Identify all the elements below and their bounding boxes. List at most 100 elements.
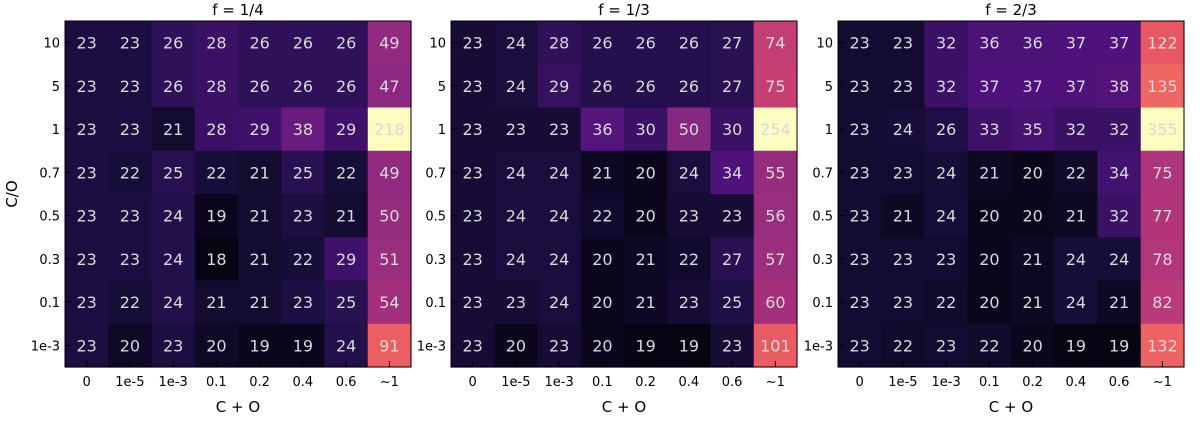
heatmap-cell bbox=[1140, 323, 1185, 368]
heatmap-cell bbox=[537, 194, 582, 238]
heatmap-cell bbox=[451, 150, 495, 195]
heatmap-cell bbox=[281, 323, 326, 368]
cell-value-label: 38 bbox=[293, 120, 313, 139]
cell-value-label: 22 bbox=[120, 293, 140, 312]
heatmap-cell bbox=[65, 323, 109, 368]
heatmap-cell bbox=[367, 107, 412, 152]
cell-value-label: 23 bbox=[76, 250, 96, 269]
cell-value-label: 23 bbox=[893, 34, 913, 53]
x-tick-label: 1e-5 bbox=[115, 375, 144, 390]
heatmap-cell bbox=[281, 280, 326, 325]
heatmap-cell bbox=[753, 107, 798, 152]
y-tick-label: 0.1 bbox=[425, 296, 446, 311]
cell-value-label: 24 bbox=[936, 163, 956, 182]
heatmap-cell bbox=[667, 21, 712, 65]
heatmap-cell bbox=[108, 64, 153, 109]
heatmap-cell bbox=[108, 280, 153, 325]
cell-value-label: 23 bbox=[120, 120, 140, 139]
x-tick-label: 0.1 bbox=[592, 375, 613, 390]
cell-value-label: 23 bbox=[163, 336, 183, 355]
heatmap-cell bbox=[281, 150, 326, 195]
heatmap-cell bbox=[1097, 323, 1142, 368]
heatmap-cell bbox=[238, 280, 282, 325]
heatmap-cell bbox=[451, 280, 495, 325]
y-tick-label: 0.7 bbox=[812, 166, 833, 181]
x-tick-label: 1e-5 bbox=[501, 375, 530, 390]
cell-value-label: 37 bbox=[1109, 34, 1129, 53]
cell-value-label: 28 bbox=[206, 120, 226, 139]
heatmap-cell bbox=[151, 237, 196, 282]
cell-value-label: 23 bbox=[462, 250, 482, 269]
heatmap-cell bbox=[451, 107, 495, 152]
y-tick-label: 0.3 bbox=[425, 253, 446, 268]
heatmap-cell bbox=[238, 150, 282, 195]
cell-value-label: 20 bbox=[979, 250, 999, 269]
heatmap-cell bbox=[667, 64, 712, 109]
heatmap-cell bbox=[967, 323, 1012, 368]
heatmap-cell bbox=[624, 150, 668, 195]
cell-value-label: 24 bbox=[506, 207, 526, 226]
heatmap-cell bbox=[710, 194, 755, 238]
heatmap-cell bbox=[1140, 107, 1185, 152]
cell-value-label: 24 bbox=[163, 250, 183, 269]
panel-title: f = 1/4 bbox=[212, 1, 264, 19]
cell-value-label: 23 bbox=[76, 34, 96, 53]
cell-value-label: 37 bbox=[1022, 77, 1042, 96]
cell-value-label: 30 bbox=[635, 120, 655, 139]
cell-value-label: 23 bbox=[679, 207, 699, 226]
heatmap-cell bbox=[881, 194, 926, 238]
cell-value-label: 21 bbox=[249, 293, 269, 312]
cell-value-label: 24 bbox=[163, 207, 183, 226]
heatmap-cell bbox=[494, 194, 539, 238]
heatmap-cell bbox=[924, 107, 969, 152]
cell-value-label: 26 bbox=[635, 34, 655, 53]
heatmap-cell bbox=[753, 150, 798, 195]
x-tick-label: 1e-3 bbox=[932, 375, 961, 390]
heatmap-cell bbox=[753, 21, 798, 65]
y-tick-label: 0.5 bbox=[812, 210, 833, 225]
heatmap-cell bbox=[324, 237, 369, 282]
heatmap-cell bbox=[753, 280, 798, 325]
cell-value-label: 21 bbox=[163, 120, 183, 139]
cell-value-label: 23 bbox=[849, 336, 869, 355]
cell-value-label: 23 bbox=[120, 207, 140, 226]
heatmap-cell bbox=[324, 323, 369, 368]
heatmap-cell bbox=[710, 107, 755, 152]
cell-value-label: 28 bbox=[549, 34, 569, 53]
cell-value-label: 49 bbox=[379, 34, 399, 53]
heatmap-cell bbox=[1054, 323, 1099, 368]
cell-value-label: 23 bbox=[462, 163, 482, 182]
cell-value-label: 23 bbox=[849, 120, 869, 139]
heatmap-cell bbox=[65, 194, 109, 238]
cell-value-label: 23 bbox=[462, 34, 482, 53]
y-tick-label: 5 bbox=[825, 80, 833, 95]
cell-value-label: 20 bbox=[592, 250, 612, 269]
cell-value-label: 36 bbox=[1022, 34, 1042, 53]
heatmap-cell bbox=[451, 194, 495, 238]
heatmap-cell bbox=[281, 237, 326, 282]
heatmap-cell bbox=[667, 107, 712, 152]
cell-value-label: 24 bbox=[1066, 293, 1086, 312]
cell-value-label: 21 bbox=[249, 163, 269, 182]
heatmap-cell bbox=[624, 107, 668, 152]
heatmap-cell bbox=[881, 150, 926, 195]
cell-value-label: 24 bbox=[1066, 250, 1086, 269]
cell-value-label: 24 bbox=[679, 163, 699, 182]
cell-value-label: 29 bbox=[336, 250, 356, 269]
heatmap-cell bbox=[580, 21, 625, 65]
heatmap-cell bbox=[494, 21, 539, 65]
heatmap-cell bbox=[580, 64, 625, 109]
cell-value-label: 23 bbox=[893, 77, 913, 96]
heatmap-cell bbox=[924, 237, 969, 282]
heatmap-cell bbox=[1011, 323, 1055, 368]
y-tick-label: 0.3 bbox=[812, 253, 833, 268]
y-tick-label: 10 bbox=[429, 37, 446, 52]
cell-value-label: 50 bbox=[379, 207, 399, 226]
cell-value-label: 24 bbox=[936, 207, 956, 226]
heatmap-cell bbox=[65, 64, 109, 109]
cell-value-label: 75 bbox=[1152, 163, 1172, 182]
x-axis-label: C + O bbox=[989, 398, 1033, 416]
x-tick-label: 0 bbox=[468, 375, 476, 390]
cell-value-label: 34 bbox=[722, 163, 742, 182]
heatmap-cell bbox=[924, 150, 969, 195]
